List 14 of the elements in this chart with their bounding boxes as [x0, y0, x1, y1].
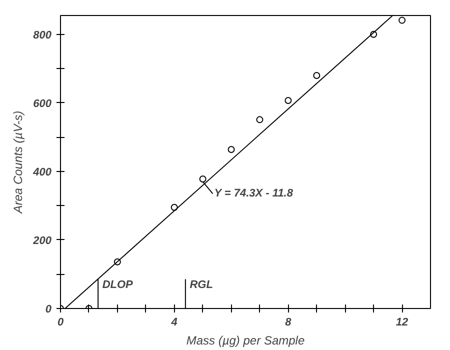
- y-tick-label: 600: [33, 98, 52, 110]
- x-tick-label: 4: [170, 316, 178, 328]
- ref-line-label: RGL: [190, 279, 214, 292]
- y-axis-title: Area Counts (µV-s): [11, 110, 26, 214]
- ref-line-label: DLOP: [102, 279, 134, 292]
- x-tick-label: 0: [57, 316, 64, 328]
- y-tick-label: 800: [33, 29, 52, 42]
- x-tick-label: 12: [396, 316, 408, 328]
- annotation: Y = 74.3X - 11.8: [214, 188, 294, 200]
- x-tick-label: 8: [285, 316, 292, 328]
- x-axis-title: Mass (µg) per Sample: [186, 334, 305, 348]
- y-tick-label: 0: [45, 304, 52, 316]
- y-tick-label: 200: [32, 234, 52, 247]
- y-tick-label: 400: [32, 166, 52, 178]
